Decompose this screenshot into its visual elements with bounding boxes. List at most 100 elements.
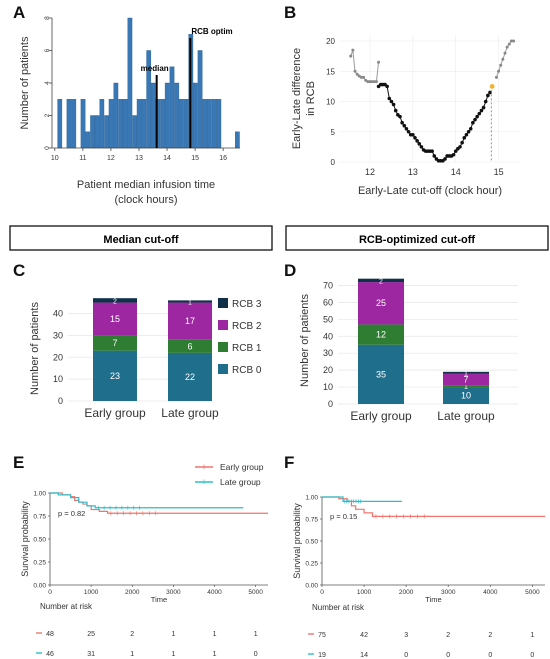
y-tick-label: 30 <box>53 330 63 340</box>
x-tick-label: 13 <box>135 155 143 162</box>
chart-f-survival: 0.000.250.500.751.000 1000 2000 3000 4000 500… <box>292 495 545 659</box>
y-tick-label: 0 <box>44 146 51 150</box>
p-value-label: p = 0.15 <box>330 512 357 521</box>
grey-point <box>497 69 501 73</box>
histogram-bar <box>132 115 138 149</box>
panel-letter-c: C <box>13 261 25 280</box>
stacked-bar-segment <box>168 300 212 303</box>
chart-a-histogram: 10 11 12 13 14 15 16 0 2 4 6 8 median RCB optim Patien… <box>19 16 240 206</box>
grey-point <box>509 39 513 43</box>
panel-letter-a: A <box>13 3 25 22</box>
risk-table-value: 1 <box>171 651 175 658</box>
y-tick-label: 0.50 <box>305 539 318 546</box>
legend-label: RCB 0 <box>232 365 262 376</box>
bar-segment-label: 10 <box>461 391 471 401</box>
legend-swatch <box>218 320 228 330</box>
dark-point <box>398 114 402 119</box>
histogram-bar <box>108 99 114 149</box>
x-tick-label: 4000 <box>483 589 498 596</box>
y-tick-label: 0 <box>328 399 333 409</box>
histogram-bar <box>113 82 119 149</box>
x-axis-label: Time <box>151 595 167 604</box>
risk-table-value: 2 <box>446 632 450 639</box>
stacked-bar-segment <box>358 278 404 283</box>
histogram-bar <box>71 99 77 149</box>
y-tick-label: 20 <box>323 365 333 375</box>
chart-c-stacked-bar: 0 10 20 30 40 23 7 15 2 Early group 22 6 17 1 Late gro… <box>29 298 262 420</box>
legend-marker: + <box>201 462 206 472</box>
histogram-bar <box>99 99 105 149</box>
y-tick-label: 4 <box>44 81 51 85</box>
y-axis-label: Number of patients <box>19 36 31 129</box>
x-tick-label: 0 <box>48 589 52 596</box>
grey-point <box>507 42 511 46</box>
y-tick-label: 5 <box>331 128 336 137</box>
x-tick-label: 0 <box>320 589 324 596</box>
dark-point <box>406 129 411 134</box>
dark-point <box>415 139 419 143</box>
optimal-point <box>489 84 495 89</box>
bar-segment-label: 35 <box>376 369 386 379</box>
panel-letter-e: E <box>13 453 24 472</box>
bar-segment-label: 23 <box>110 371 120 381</box>
grey-point <box>355 72 359 76</box>
dark-point <box>468 126 473 131</box>
dark-point <box>387 96 392 101</box>
grey-point <box>499 63 503 67</box>
grey-point <box>370 80 374 84</box>
x-tick-label: 4000 <box>207 589 222 596</box>
stacked-bar-segment <box>93 298 137 303</box>
dark-point <box>389 99 394 104</box>
grey-point <box>377 60 381 64</box>
y-tick-label: 0.25 <box>33 560 46 567</box>
legend-label: RCB 3 <box>232 299 262 310</box>
grey-point <box>359 75 363 79</box>
risk-table-value: 0 <box>404 652 408 659</box>
y-tick-label: 40 <box>323 331 333 341</box>
dark-point <box>486 93 490 98</box>
x-tick-label: 15 <box>494 167 504 177</box>
x-tick-label: 13 <box>408 167 418 177</box>
y-axis-label: Number of patients <box>29 302 41 395</box>
bar-segment-label: 1 <box>464 384 468 391</box>
risk-table-value: 0 <box>254 651 258 658</box>
x-axis-label: Time <box>425 595 441 604</box>
histogram-bar <box>164 82 170 149</box>
risk-table-value: 42 <box>360 632 368 639</box>
x-tick-label: 15 <box>191 155 199 162</box>
dark-point <box>462 136 467 140</box>
risk-table-value: 19 <box>318 652 326 659</box>
y-tick-label: 70 <box>323 280 333 290</box>
risk-table-value: 2 <box>488 632 492 639</box>
dark-point <box>471 120 475 125</box>
y-axis-label-line-2: in RCB <box>305 81 317 116</box>
x-tick-label: 2000 <box>125 589 140 596</box>
dark-point <box>402 123 407 128</box>
histogram-bar <box>66 99 72 149</box>
y-tick-label: 20 <box>326 37 335 46</box>
x-tick-label: 3000 <box>166 589 181 596</box>
median-cutoff-box <box>9 225 273 251</box>
y-tick-label: 0.00 <box>33 583 46 590</box>
x-tick-label: 5000 <box>248 589 263 596</box>
x-axis-label: Early-Late cut-off (clock hour) <box>358 185 502 197</box>
histogram-bar <box>94 115 100 149</box>
y-axis-label: Number of patients <box>299 294 311 387</box>
legend-label: Late group <box>220 477 261 487</box>
stacked-bar-segment <box>358 282 404 325</box>
bar-segment-label: 2 <box>113 298 117 305</box>
x-tick-label: 10 <box>51 155 59 162</box>
dark-point <box>404 126 409 131</box>
y-tick-label: 20 <box>53 352 63 362</box>
histogram-bar <box>211 99 217 149</box>
x-tick-label: 5000 <box>525 589 540 596</box>
y-tick-label: 0.25 <box>305 561 318 568</box>
panel-letter-d: D <box>284 261 296 280</box>
risk-table-title: Number at risk <box>312 603 365 612</box>
dark-point <box>400 120 404 125</box>
stacked-bar-segment <box>93 335 137 351</box>
y-tick-label: 6 <box>44 48 51 52</box>
risk-table-value: 0 <box>446 652 450 659</box>
bar-segment-label: 6 <box>187 341 192 351</box>
y-tick-label: 1.00 <box>33 491 46 498</box>
